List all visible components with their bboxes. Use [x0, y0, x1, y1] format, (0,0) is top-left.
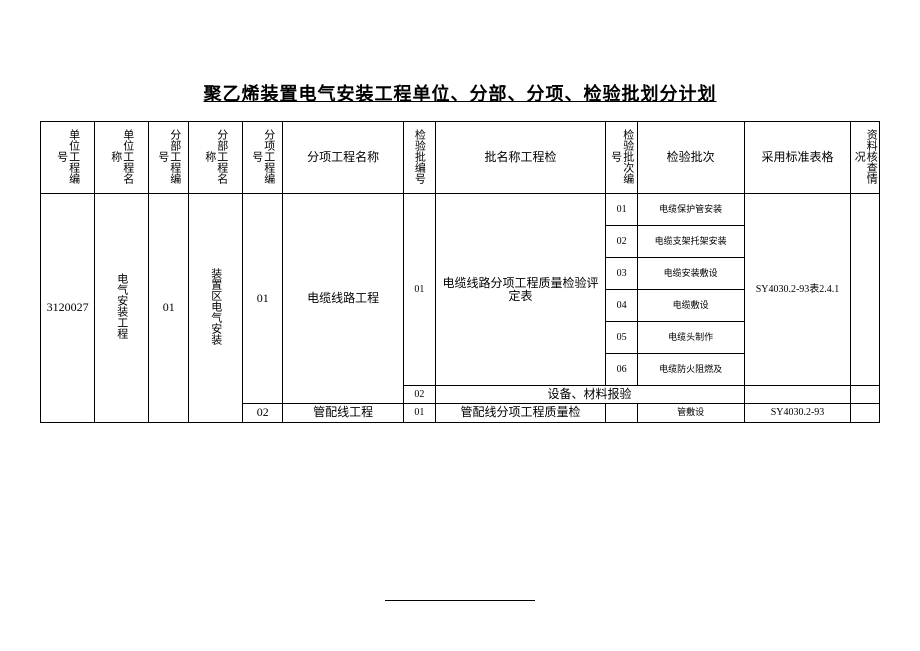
check-text-cell: 电缆头制作: [637, 322, 744, 354]
check-num-cell: 02: [606, 226, 637, 258]
unit-name-cell: 电气安装工程: [95, 194, 149, 422]
header-check-num: 检验批次编号: [606, 122, 637, 194]
sub-code-cell: 01: [243, 194, 283, 404]
check-text-cell: 电缆支架托架安装: [637, 226, 744, 258]
check-num-cell: 01: [606, 194, 637, 226]
check-num-cell: 03: [606, 258, 637, 290]
header-batch-name: 批名称工程检: [435, 122, 606, 194]
batch-name-cell: 管配线分项工程质量检: [435, 404, 606, 422]
batch-code-cell: 02: [404, 386, 435, 404]
review-cell: [851, 386, 880, 404]
header-section-code: 分部工程编号: [149, 122, 189, 194]
header-unit-name: 单位工程名称: [95, 122, 149, 194]
unit-code-cell: 3120027: [41, 194, 95, 422]
section-name-cell: 装置区电气安装: [189, 194, 243, 422]
batch-name-cell: 设备、材料报验: [435, 386, 744, 404]
check-num-cell: 05: [606, 322, 637, 354]
review-cell: [851, 404, 880, 422]
standard-cell: [744, 386, 851, 404]
section-code-cell: 01: [149, 194, 189, 422]
check-text-cell: 电缆敷设: [637, 290, 744, 322]
plan-table: 单位工程编号 单位工程名称 分部工程编号 分部工程名称 分项工程编号 分项工程名…: [40, 121, 880, 423]
check-text-cell: 电缆保护管安装: [637, 194, 744, 226]
check-text-cell: 管敷设: [637, 404, 744, 422]
check-text-cell: 电缆安装敷设: [637, 258, 744, 290]
check-text-cell: 电缆防火阻燃及: [637, 354, 744, 386]
table-row: 3120027 电气安装工程 01 装置区电气安装 01 电缆线路工程 01 电…: [41, 194, 880, 226]
standard-cell: SY4030.2-93表2.4.1: [744, 194, 851, 386]
batch-code-cell: 01: [404, 194, 435, 386]
header-unit-code: 单位工程编号: [41, 122, 95, 194]
page-title: 聚乙烯装置电气安装工程单位、分部、分项、检验批划分计划: [40, 80, 880, 106]
review-cell: [851, 194, 880, 386]
header-review: 资料核查情况: [851, 122, 880, 194]
check-num-cell: 04: [606, 290, 637, 322]
header-sub-code: 分项工程编号: [243, 122, 283, 194]
header-check-name: 检验批次: [637, 122, 744, 194]
header-section-name: 分部工程名称: [189, 122, 243, 194]
check-num-cell: [606, 404, 637, 422]
sub-name-cell: 电缆线路工程: [283, 194, 404, 404]
sub-code-cell: 02: [243, 404, 283, 422]
footer-underline: [385, 600, 535, 601]
standard-cell: SY4030.2-93: [744, 404, 851, 422]
batch-code-cell: 01: [404, 404, 435, 422]
batch-name-cell: 电缆线路分项工程质量检验评定表: [435, 194, 606, 386]
check-num-cell: 06: [606, 354, 637, 386]
header-row: 单位工程编号 单位工程名称 分部工程编号 分部工程名称 分项工程编号 分项工程名…: [41, 122, 880, 194]
header-sub-name: 分项工程名称: [283, 122, 404, 194]
header-batch-code: 检验批编号: [404, 122, 435, 194]
sub-name-cell: 管配线工程: [283, 404, 404, 422]
header-standard: 采用标准表格: [744, 122, 851, 194]
